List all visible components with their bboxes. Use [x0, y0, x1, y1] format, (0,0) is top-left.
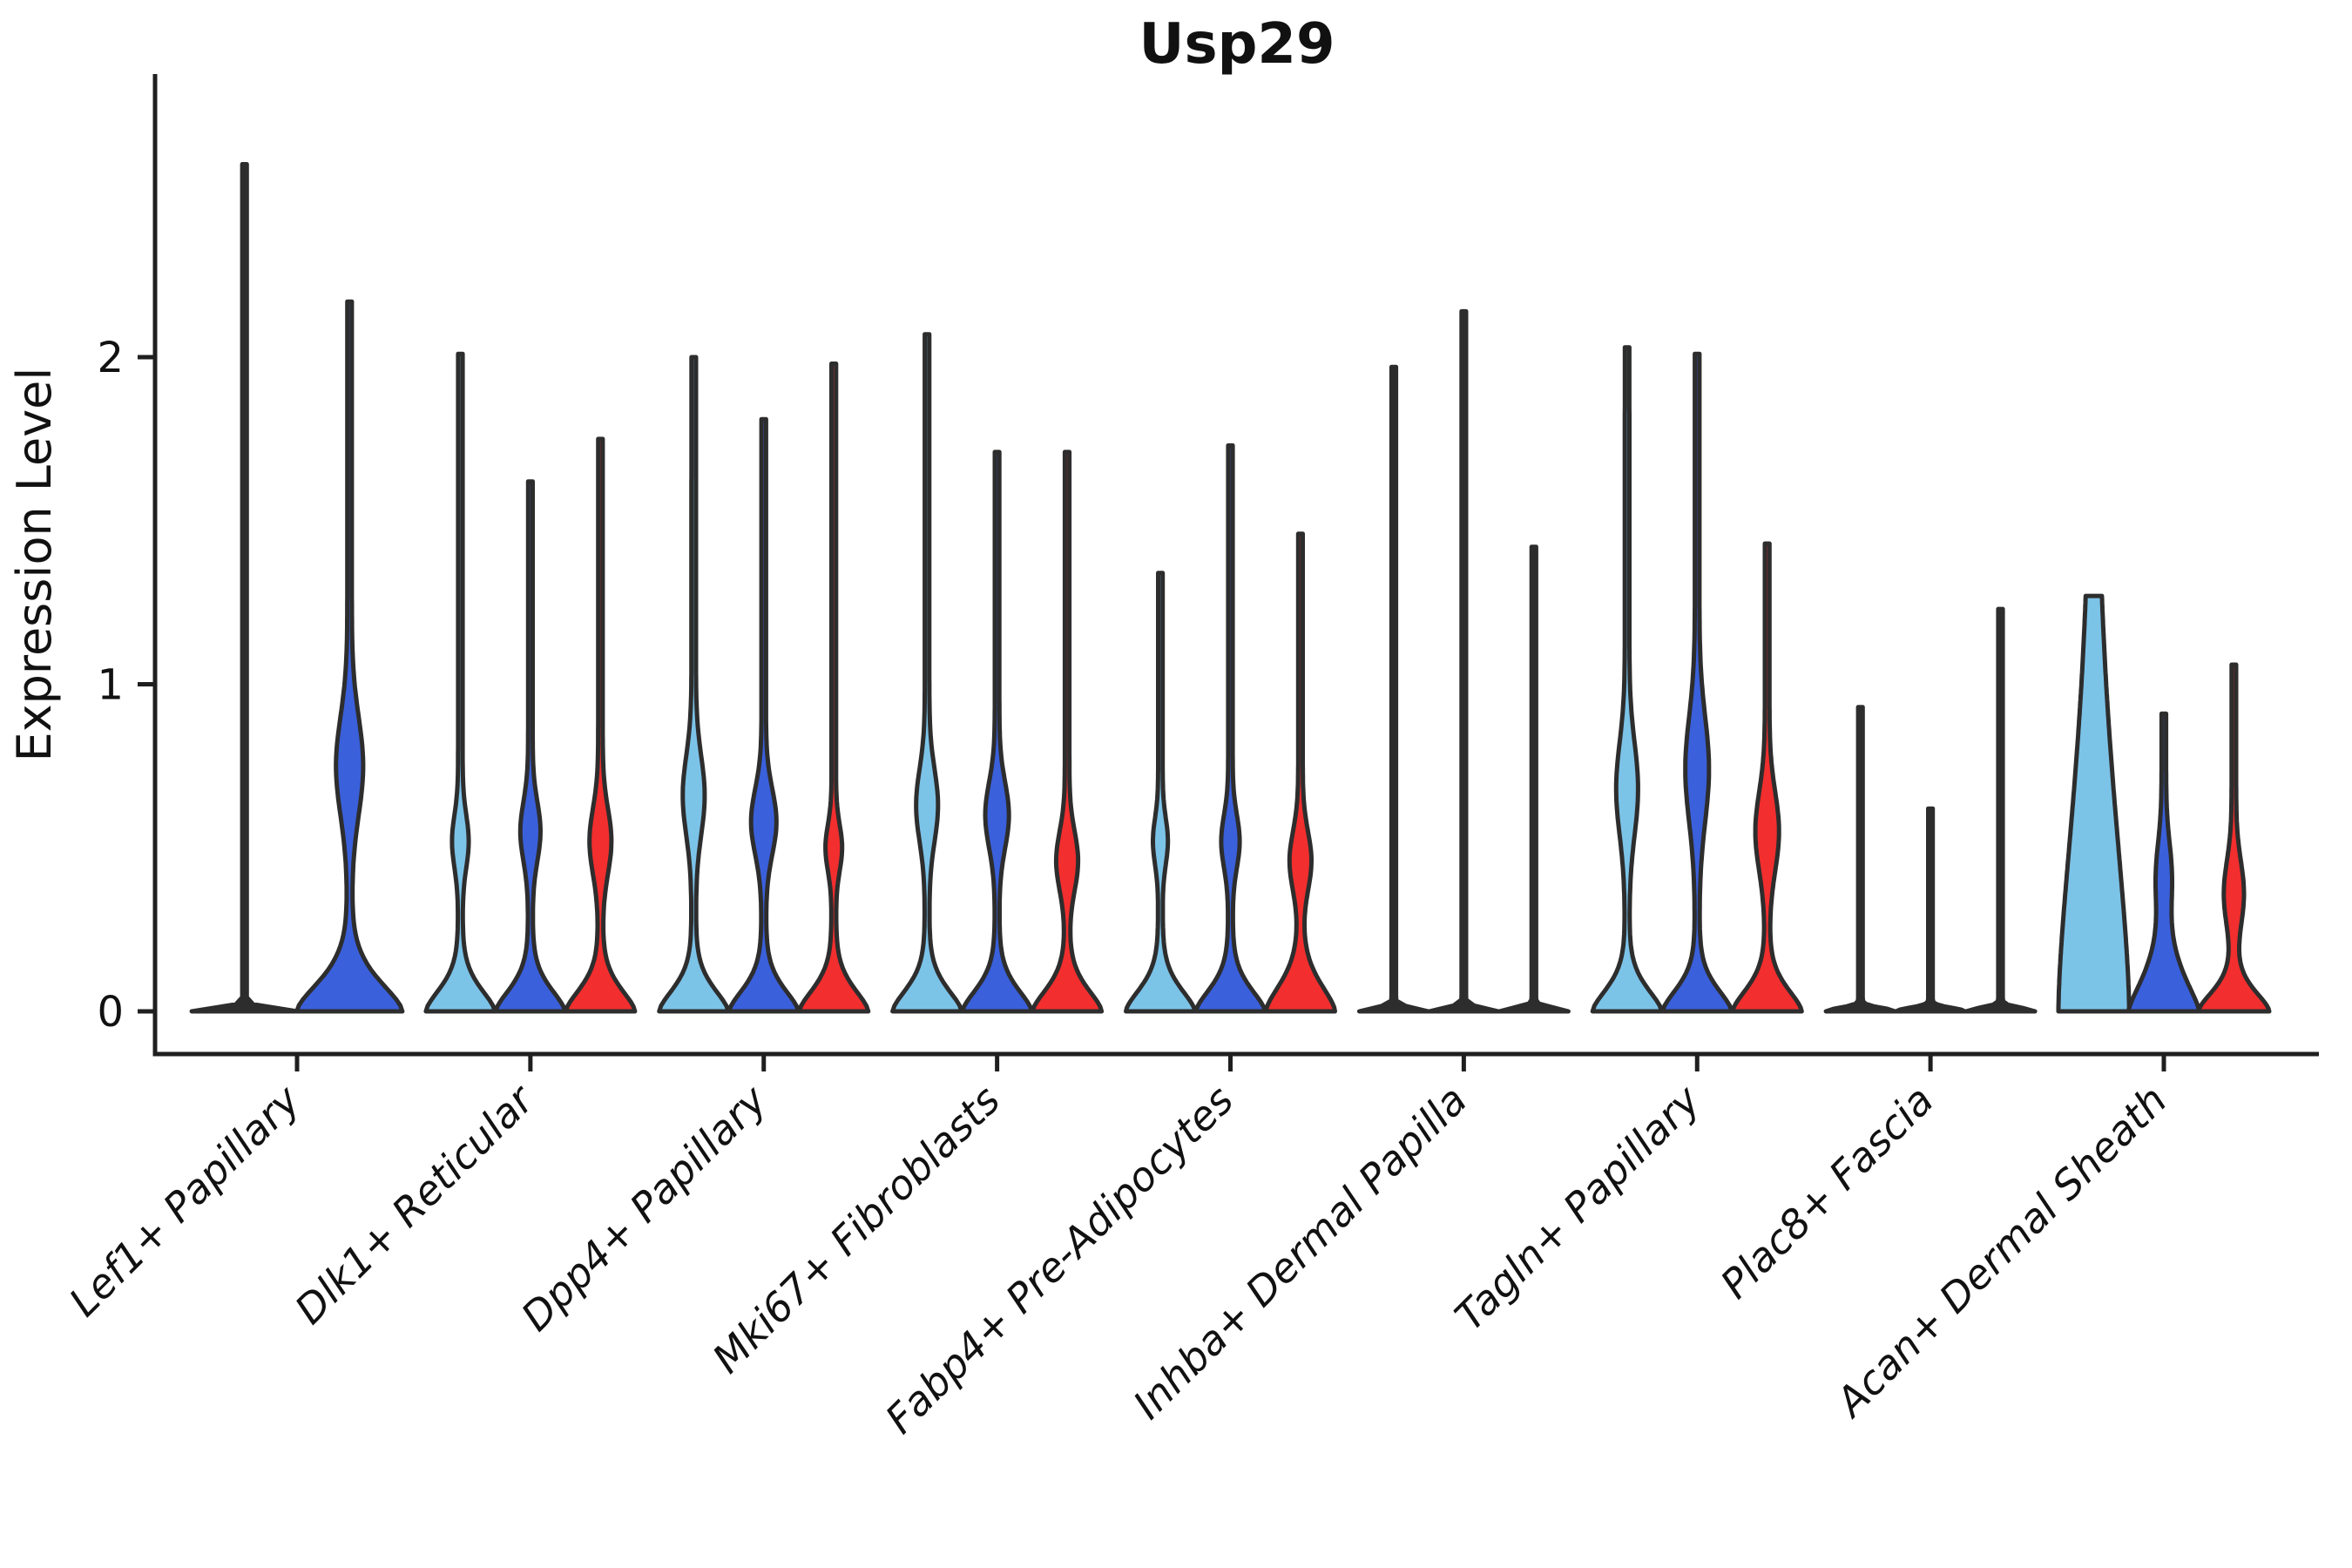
violin-dark_blue	[493, 479, 567, 1014]
violin-dark_blue	[1660, 351, 1734, 1014]
violin-red	[564, 436, 638, 1014]
violin-light_blue	[1356, 364, 1431, 1014]
violin-red	[797, 362, 871, 1014]
x-tick-label: Dpp4+ Papillary	[512, 1076, 776, 1340]
violin-dark_blue	[294, 299, 405, 1014]
violin-light_blue	[423, 351, 497, 1014]
violin-red	[1263, 531, 1337, 1014]
y-tick-label: 2	[97, 334, 124, 382]
x-tick-label: Plac8+ Fascia	[1712, 1077, 1943, 1308]
violin-red	[1963, 606, 2038, 1014]
violin-light_blue	[2056, 593, 2132, 1014]
violin-light_blue	[1124, 571, 1198, 1014]
violin-dark_blue	[1427, 308, 1501, 1014]
violin-red	[1730, 541, 1804, 1014]
x-tick-label: Dlk1+ Reticular	[286, 1074, 544, 1333]
violin-light_blue	[189, 162, 300, 1014]
violin-red	[1030, 449, 1105, 1014]
x-tick-label: Lef1+ Papillary	[60, 1076, 309, 1325]
violin-light_blue	[1823, 705, 1897, 1014]
violin-dark_blue	[1193, 443, 1267, 1014]
violin-dark_blue	[1894, 806, 1968, 1014]
y-tick-label: 0	[97, 988, 124, 1037]
y-axis-label: Expression Level	[7, 368, 62, 762]
violin-dark_blue	[2126, 711, 2202, 1014]
violin-light_blue	[657, 355, 731, 1014]
y-tick-label: 1	[97, 661, 124, 710]
violin-light_blue	[890, 332, 964, 1014]
violin-red	[2196, 662, 2272, 1014]
violin-dark_blue	[727, 416, 801, 1014]
violin-red	[1497, 544, 1571, 1014]
violin-light_blue	[1590, 345, 1664, 1014]
chart-title: Usp29	[1139, 12, 1335, 77]
violin-dark_blue	[960, 449, 1034, 1014]
x-tick-label: Tagln+ Papillary	[1446, 1076, 1710, 1340]
